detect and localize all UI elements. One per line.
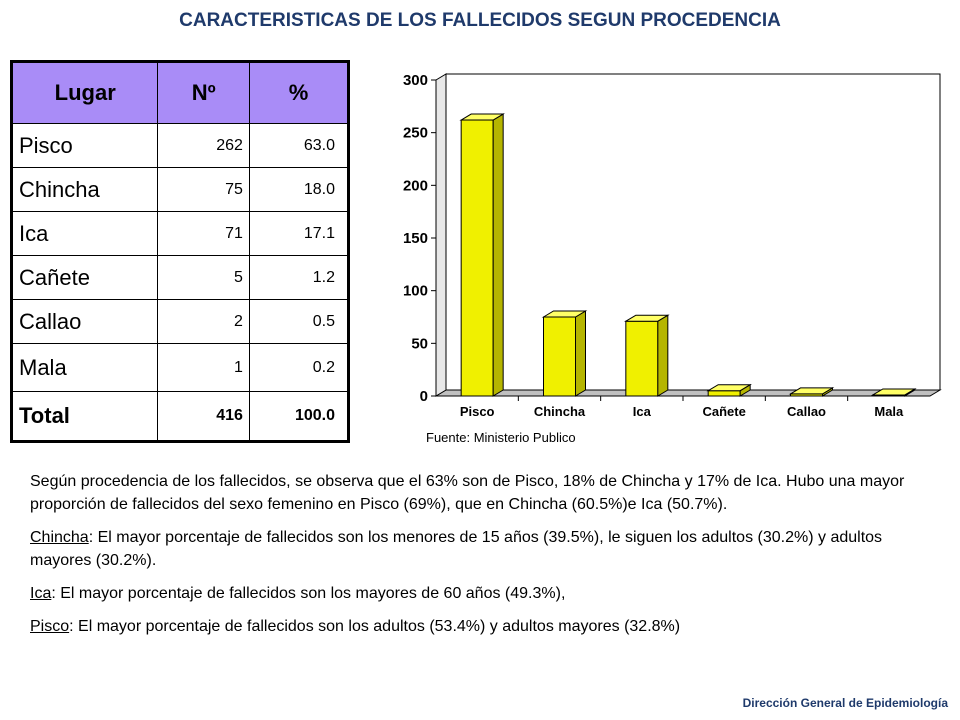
cell-total-porcentaje: 100.0 [248, 391, 350, 442]
description-text: Según procedencia de los fallecidos, se … [30, 470, 940, 648]
bar-chart-svg: 0 50 100 150 200 250 300 Pisco Chincha Ica Cañete C… [403, 72, 942, 419]
chart-back-wall [445, 73, 941, 391]
y-tick-label: 50 [411, 335, 428, 352]
y-tick-label: 200 [403, 177, 428, 194]
bar-ica-side [657, 314, 669, 397]
cell-numero: 5 [157, 255, 250, 300]
paragraph-chincha: Chincha: El mayor porcentaje de fallecid… [30, 526, 940, 572]
text-pisco: : El mayor porcentaje de fallecidos son … [69, 618, 681, 635]
header-lugar: Lugar [10, 61, 159, 124]
paragraph-ica: Ica: El mayor porcentaje de fallecidos s… [30, 582, 940, 605]
bar-chincha-top [541, 310, 588, 318]
x-tick-label: Chincha [534, 404, 586, 419]
bar-callao-top [788, 387, 835, 395]
footer-credit: Dirección General de Epidemiología [742, 696, 948, 710]
x-tick-label: Ica [633, 404, 652, 419]
x-tick-label: Pisco [460, 404, 495, 419]
cell-porcentaje: 63.0 [248, 123, 350, 168]
chart-floor [434, 389, 942, 397]
y-tick-label: 100 [403, 283, 428, 300]
bar-chincha-front [543, 316, 576, 397]
y-tick-label: 250 [403, 125, 428, 142]
cell-lugar: Callao [10, 299, 159, 344]
bar-chincha-side [575, 310, 586, 397]
bar-pisco-front [460, 119, 494, 397]
bar-cañete-front [707, 390, 741, 397]
bar-mala-top [871, 388, 917, 396]
bar-pisco-top [459, 113, 505, 121]
label-chincha: Chincha [30, 529, 89, 546]
cell-porcentaje: 0.5 [248, 299, 350, 344]
y-tick-label: 300 [403, 72, 428, 89]
cell-numero: 71 [157, 211, 250, 256]
cell-lugar: Cañete [10, 255, 159, 300]
bar-cañete-top [706, 384, 752, 392]
text-chincha: : El mayor porcentaje de fallecidos son … [30, 529, 883, 569]
bar-chart: 0 50 100 150 200 250 300 Pisco Chincha Ica Cañete C… [390, 56, 950, 456]
cell-porcentaje: 1.2 [248, 255, 350, 300]
table-header-row: Lugar Nº % [10, 61, 350, 124]
bar-ica-front [625, 320, 659, 397]
table-row: Cañete 5 1.2 [10, 255, 350, 300]
cell-numero: 75 [157, 167, 250, 212]
header-porcentaje: % [248, 61, 350, 124]
cell-numero: 2 [157, 299, 250, 344]
paragraph-summary: Según procedencia de los fallecidos, se … [30, 473, 905, 513]
cell-total-numero: 416 [157, 391, 250, 442]
cell-numero: 1 [157, 343, 250, 392]
cell-porcentaje: 0.2 [248, 343, 350, 392]
bar-pisco-side [492, 113, 504, 397]
x-tick-label: Mala [874, 404, 904, 419]
cell-porcentaje: 18.0 [248, 167, 350, 212]
cell-lugar: Mala [10, 343, 159, 392]
cell-porcentaje: 17.1 [248, 211, 350, 256]
y-tick-label: 150 [403, 230, 428, 247]
x-tick-label: Cañete [702, 404, 745, 419]
data-table: Lugar Nº % Pisco 262 63.0 Chincha 75 18.… [10, 60, 350, 443]
table-row: Ica 71 17.1 [10, 211, 350, 256]
paragraph-pisco: Pisco: El mayor porcentaje de fallecidos… [30, 615, 940, 638]
cell-numero: 262 [157, 123, 250, 168]
table-row: Chincha 75 18.0 [10, 167, 350, 212]
label-ica: Ica [30, 585, 52, 602]
table-row: Pisco 262 63.0 [10, 123, 350, 168]
page-title: CARACTERISTICAS DE LOS FALLECIDOS SEGUN … [179, 10, 781, 31]
table-row: Callao 2 0.5 [10, 299, 350, 344]
y-tick-label: 0 [420, 388, 428, 405]
table-total-row: Total 416 100.0 [10, 391, 350, 442]
cell-total-label: Total [10, 391, 159, 442]
chart-side-wall [435, 73, 447, 397]
header-numero: Nº [157, 61, 250, 124]
cell-lugar: Pisco [10, 123, 159, 168]
text-ica: : El mayor porcentaje de fallecidos son … [51, 585, 566, 602]
source-note: Fuente: Ministerio Publico [426, 430, 576, 445]
bar-ica-top [624, 314, 670, 322]
x-tick-label: Callao [787, 404, 826, 419]
table-row: Mala 1 0.2 [10, 343, 350, 392]
cell-lugar: Chincha [10, 167, 159, 212]
label-pisco: Pisco [30, 618, 70, 635]
cell-lugar: Ica [10, 211, 159, 256]
